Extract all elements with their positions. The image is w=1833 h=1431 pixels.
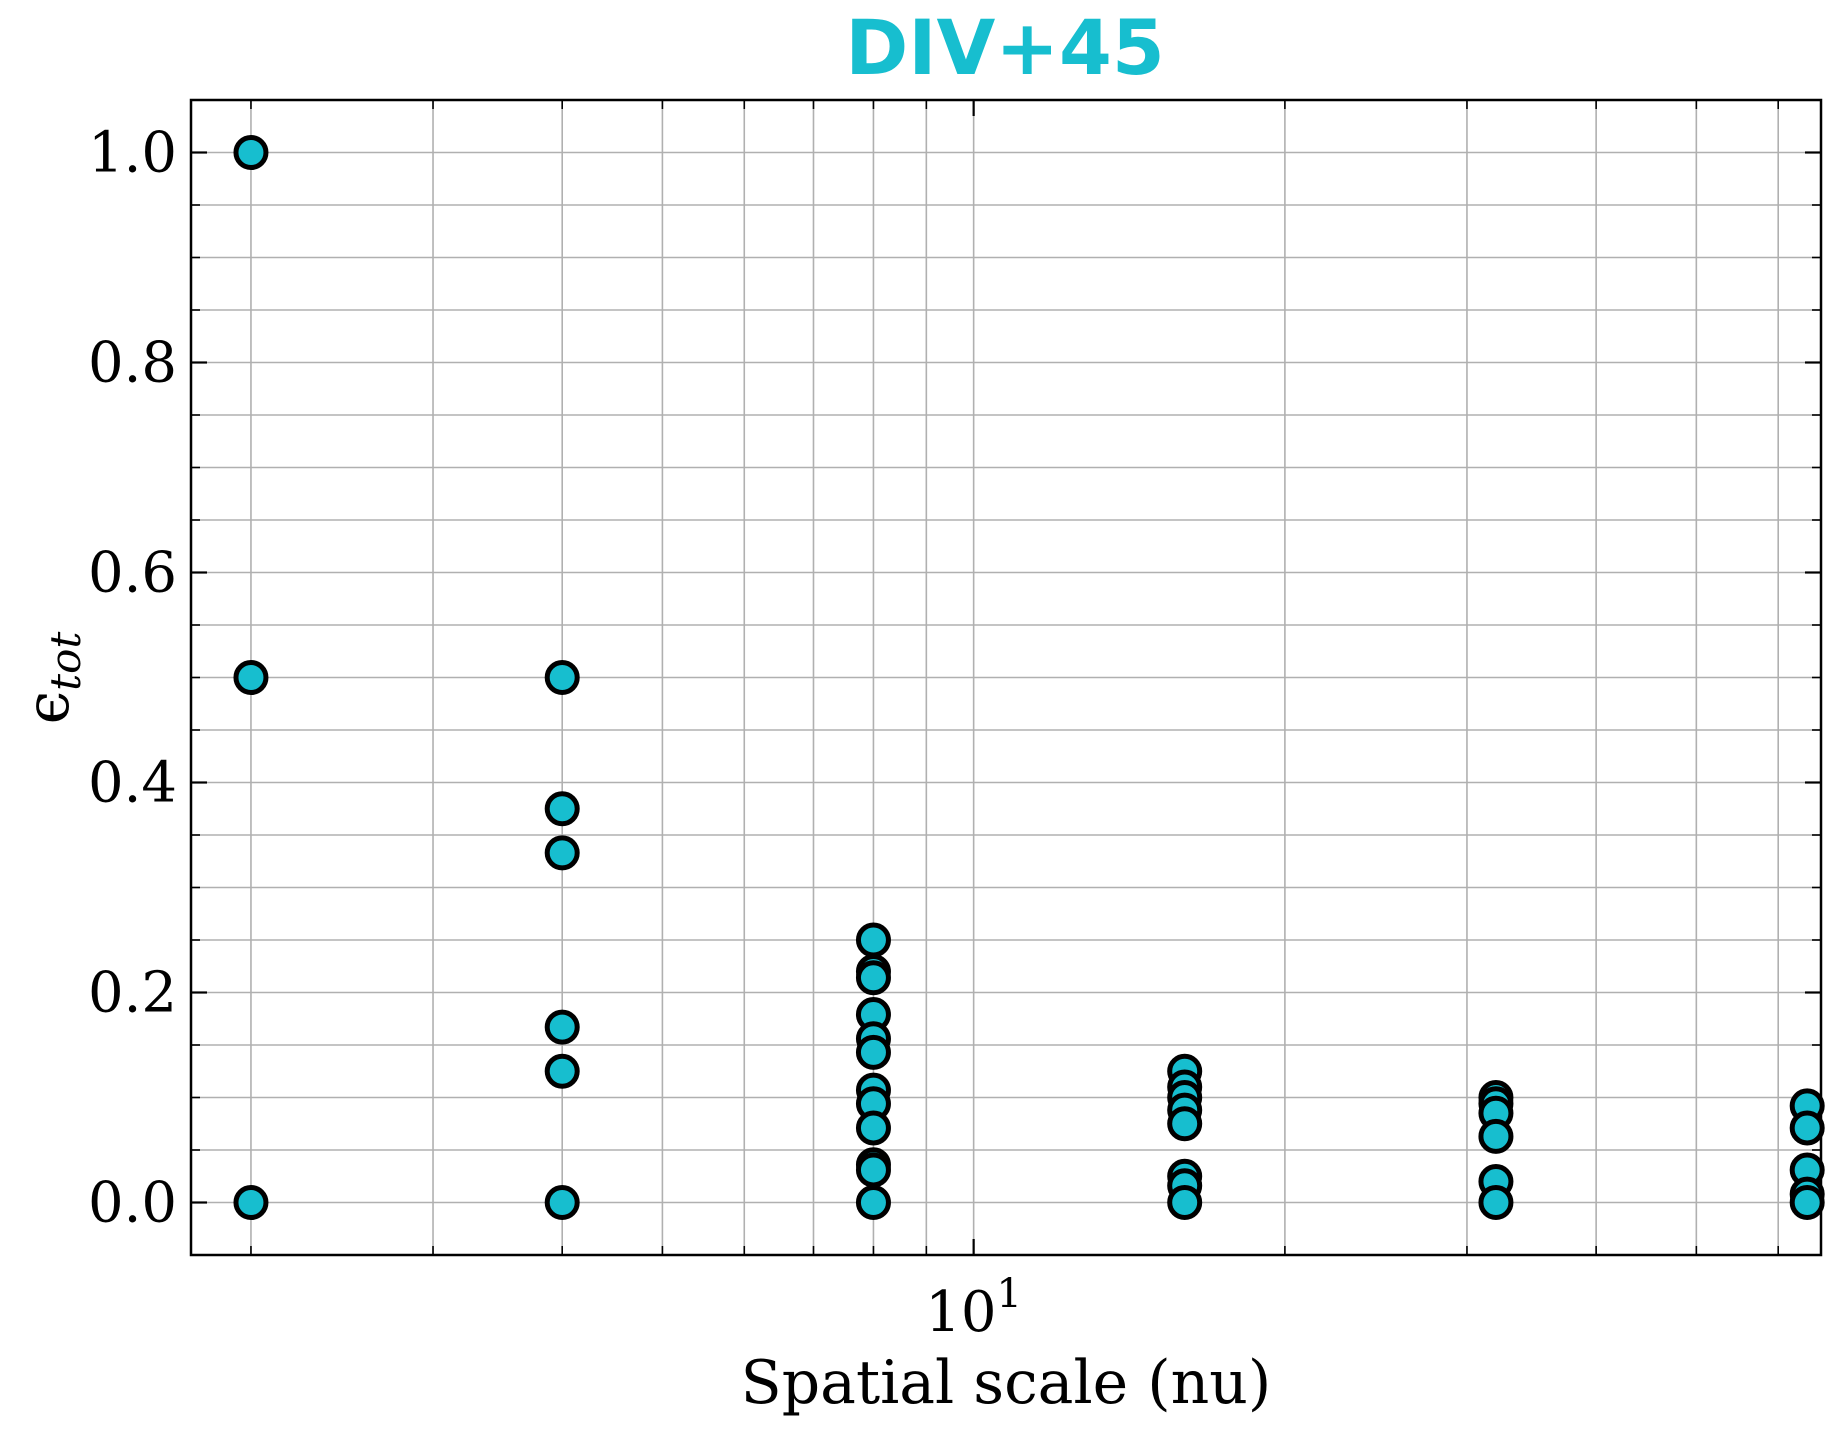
data-point [544, 835, 580, 871]
x-tick-label: 101 [925, 1271, 1022, 1345]
data-point [1789, 1185, 1825, 1220]
data-point [855, 922, 891, 958]
data-point [855, 1034, 891, 1070]
plot-frame [189, 98, 1823, 1257]
x-tick-label-base: 10 [925, 1280, 996, 1345]
y-tick-label: 0.4 [88, 751, 177, 816]
y-tick-labels: 0.0 0.2 0.4 0.6 0.8 1.0 [88, 121, 177, 1236]
svg-text:ϵtot: ϵtot [13, 632, 90, 725]
data-point [1789, 1110, 1825, 1146]
y-tick-label: 0.2 [88, 961, 177, 1026]
data-point [233, 1185, 269, 1220]
y-tick-label: 0.0 [88, 1171, 177, 1236]
x-tick-labels: 101 [925, 1271, 1022, 1345]
data-point [233, 135, 269, 170]
data-point [855, 1152, 891, 1188]
grid [191, 99, 1821, 1256]
data-point [1167, 1106, 1203, 1142]
y-axis-label-symbol: ϵ [13, 691, 83, 725]
data-points [233, 135, 1825, 1220]
data-point [544, 1185, 580, 1220]
y-axis-label-subscript: tot [41, 632, 90, 691]
data-point [544, 660, 580, 695]
chart-title: DIV+45 [845, 3, 1165, 92]
data-point [544, 791, 580, 827]
y-tick-label: 0.6 [88, 541, 177, 606]
x-axis-label: Spatial scale (nu) [741, 1348, 1272, 1418]
data-point [855, 1110, 891, 1146]
y-tick-label: 0.8 [88, 331, 177, 396]
data-point [233, 660, 269, 695]
data-point [544, 1053, 580, 1089]
axis-ticks [191, 99, 1821, 1256]
y-tick-label: 1.0 [88, 121, 177, 186]
x-tick-label-exponent: 1 [997, 1271, 1022, 1317]
data-point [1167, 1185, 1203, 1220]
data-point [1478, 1185, 1514, 1220]
data-point [855, 1185, 891, 1220]
data-point [855, 960, 891, 996]
data-point [1478, 1118, 1514, 1154]
data-point [544, 1009, 580, 1045]
y-axis-label: ϵtot [13, 632, 90, 725]
